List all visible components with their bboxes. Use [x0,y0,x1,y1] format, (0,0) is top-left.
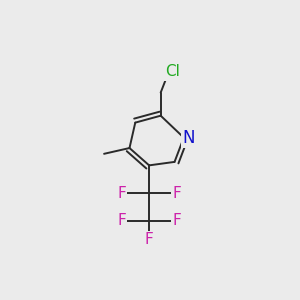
Text: F: F [117,213,126,228]
Text: F: F [172,186,181,201]
Text: F: F [117,186,126,201]
Text: F: F [172,213,181,228]
Text: Cl: Cl [165,64,180,79]
Text: F: F [145,232,154,247]
Text: N: N [183,129,195,147]
